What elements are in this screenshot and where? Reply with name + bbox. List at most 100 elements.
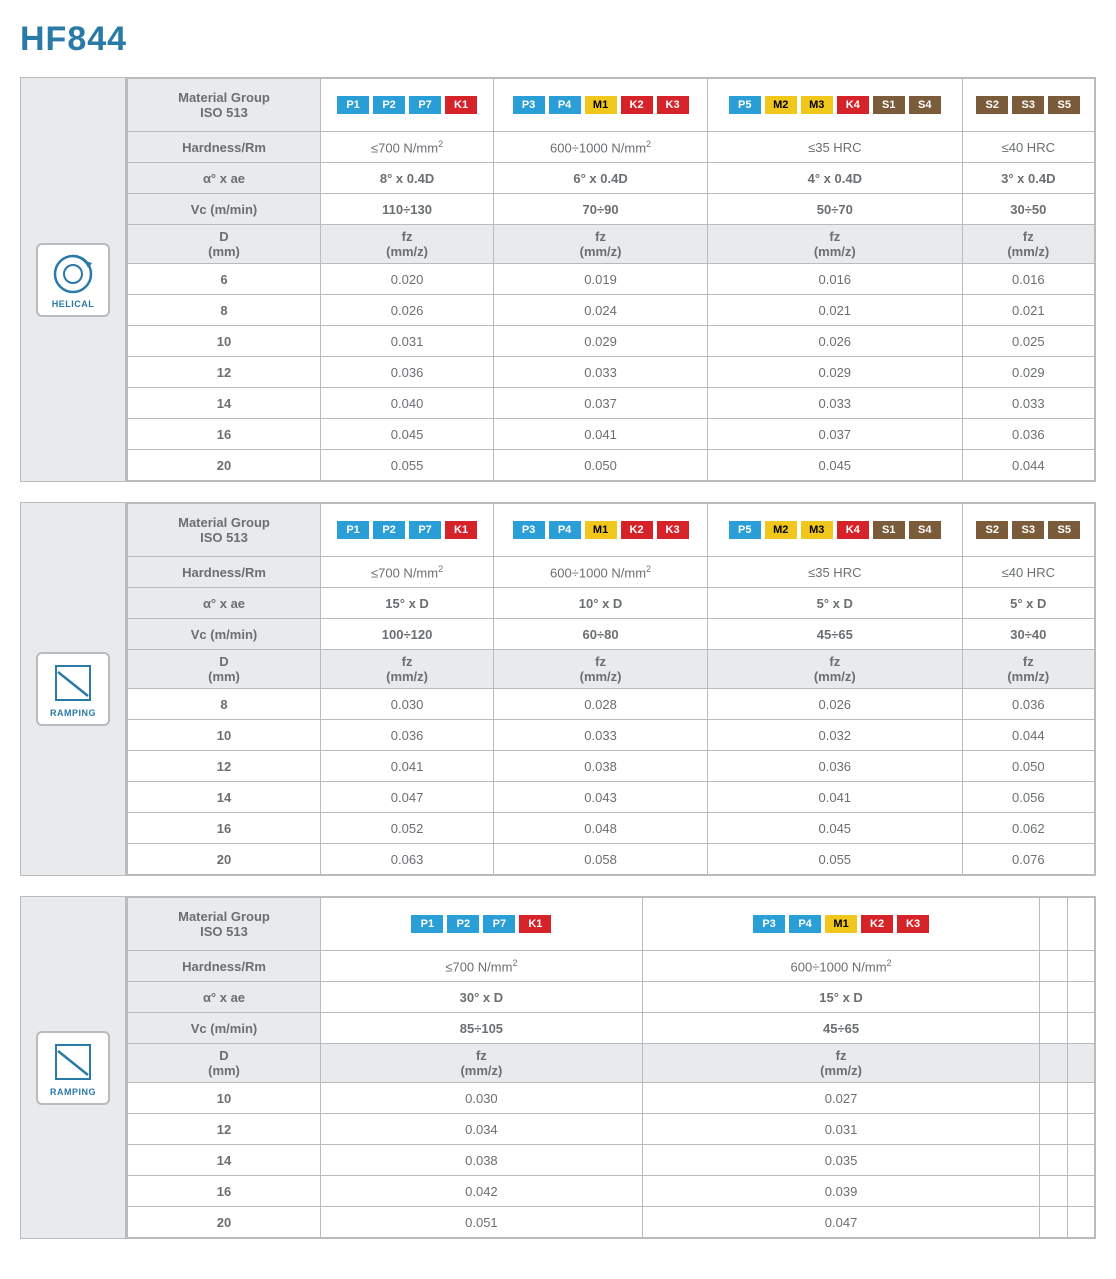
label-material-group: Material GroupISO 513: [128, 79, 321, 132]
fz-value: 0.020: [321, 264, 494, 295]
fz-value: [1040, 1145, 1067, 1176]
alpha-value: 15° x D: [321, 588, 494, 619]
alpha-value: 4° x 0.4D: [707, 163, 962, 194]
material-chip: K1: [519, 915, 551, 933]
d-value: 16: [128, 419, 321, 450]
alpha-value: 5° x D: [962, 588, 1094, 619]
fz-value: 0.027: [642, 1083, 1040, 1114]
table-row: 100.0360.0330.0320.044: [128, 720, 1095, 751]
material-chip: M1: [825, 915, 857, 933]
fz-value: 0.035: [642, 1145, 1040, 1176]
table-row: 200.0510.047: [128, 1207, 1095, 1238]
material-chip: S5: [1048, 521, 1080, 539]
fz-value: 0.021: [962, 295, 1094, 326]
material-chip: M3: [801, 96, 833, 114]
material-group-cell: P3P4M1K2K3: [494, 79, 708, 132]
material-chip: K3: [657, 96, 689, 114]
vc-value: [1067, 1013, 1094, 1044]
fz-value: 0.055: [321, 450, 494, 481]
label-fz: fz(mm/z): [642, 1044, 1040, 1083]
fz-value: 0.033: [494, 720, 708, 751]
ramping-icon: RAMPING: [36, 1031, 110, 1105]
vc-value: 30÷50: [962, 194, 1094, 225]
label-fz: fz(mm/z): [707, 650, 962, 689]
fz-value: 0.044: [962, 720, 1094, 751]
material-chip: K3: [897, 915, 929, 933]
material-group-cell: P1P2P7K1: [321, 79, 494, 132]
fz-value: 0.033: [494, 357, 708, 388]
fz-value: [1067, 1176, 1094, 1207]
material-chip: S5: [1048, 96, 1080, 114]
table-row: 160.0420.039: [128, 1176, 1095, 1207]
d-value: 14: [128, 1145, 321, 1176]
fz-value: 0.050: [962, 751, 1094, 782]
table-row: 120.0410.0380.0360.050: [128, 751, 1095, 782]
fz-value: 0.045: [707, 813, 962, 844]
fz-value: 0.034: [321, 1114, 643, 1145]
vc-value: 45÷65: [707, 619, 962, 650]
d-value: 20: [128, 450, 321, 481]
material-group-cell: P5M2M3K4S1S4: [707, 79, 962, 132]
d-value: 14: [128, 388, 321, 419]
material-chip: S4: [909, 521, 941, 539]
fz-value: 0.026: [707, 326, 962, 357]
fz-value: 0.045: [707, 450, 962, 481]
hardness-value: ≤35 HRC: [707, 132, 962, 163]
material-chip: P5: [729, 521, 761, 539]
vc-value: 100÷120: [321, 619, 494, 650]
fz-value: 0.030: [321, 689, 494, 720]
fz-value: 0.024: [494, 295, 708, 326]
material-chip: P7: [483, 915, 515, 933]
fz-value: 0.036: [707, 751, 962, 782]
fz-value: 0.042: [321, 1176, 643, 1207]
fz-value: 0.044: [962, 450, 1094, 481]
table-row: 100.0310.0290.0260.025: [128, 326, 1095, 357]
vc-value: 85÷105: [321, 1013, 643, 1044]
fz-value: 0.052: [321, 813, 494, 844]
label-d-mm: D(mm): [128, 650, 321, 689]
material-chip: S1: [873, 521, 905, 539]
d-value: 10: [128, 1083, 321, 1114]
d-value: 12: [128, 1114, 321, 1145]
d-value: 16: [128, 813, 321, 844]
material-chip: P4: [549, 521, 581, 539]
hardness-value: [1067, 951, 1094, 982]
material-chip: P2: [447, 915, 479, 933]
material-chip: P3: [753, 915, 785, 933]
fz-value: 0.045: [321, 419, 494, 450]
data-table-block: RAMPINGMaterial GroupISO 513P1P2P7K1P3P4…: [20, 896, 1096, 1239]
cutting-data-table: Material GroupISO 513P1P2P7K1P3P4M1K2K3P…: [127, 503, 1095, 875]
label-hardness: Hardness/Rm: [128, 557, 321, 588]
material-group-cell: [1067, 898, 1094, 951]
fz-value: 0.037: [494, 388, 708, 419]
fz-value: 0.047: [321, 782, 494, 813]
material-chip: K1: [445, 521, 477, 539]
fz-value: 0.041: [494, 419, 708, 450]
fz-value: 0.043: [494, 782, 708, 813]
material-group-cell: P1P2P7K1: [321, 504, 494, 557]
fz-value: 0.038: [321, 1145, 643, 1176]
fz-value: 0.026: [321, 295, 494, 326]
material-chip: S2: [976, 521, 1008, 539]
hardness-value: ≤700 N/mm2: [321, 557, 494, 588]
material-chip: P1: [337, 96, 369, 114]
alpha-value: 15° x D: [642, 982, 1040, 1013]
data-table-block: RAMPINGMaterial GroupISO 513P1P2P7K1P3P4…: [20, 502, 1096, 876]
d-value: 20: [128, 1207, 321, 1238]
fz-value: 0.040: [321, 388, 494, 419]
label-fz: [1040, 1044, 1067, 1083]
vc-value: [1040, 1013, 1067, 1044]
icon-label: HELICAL: [52, 299, 95, 309]
data-table-block: HELICAL Material GroupISO 513P1P2P7K1P3P4…: [20, 77, 1096, 482]
fz-value: [1040, 1207, 1067, 1238]
material-chip: S3: [1012, 521, 1044, 539]
fz-value: 0.036: [321, 720, 494, 751]
hardness-value: ≤40 HRC: [962, 557, 1094, 588]
vc-value: 70÷90: [494, 194, 708, 225]
fz-value: 0.036: [321, 357, 494, 388]
fz-value: 0.036: [962, 419, 1094, 450]
fz-value: 0.039: [642, 1176, 1040, 1207]
fz-value: 0.019: [494, 264, 708, 295]
alpha-value: 3° x 0.4D: [962, 163, 1094, 194]
d-value: 12: [128, 751, 321, 782]
